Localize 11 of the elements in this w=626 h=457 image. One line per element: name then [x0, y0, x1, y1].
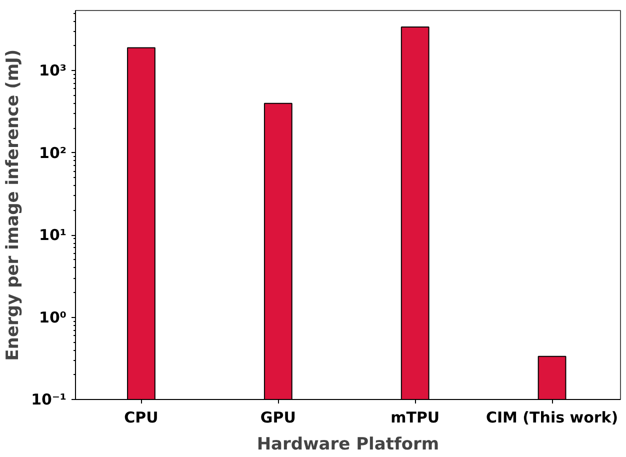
- y-tick-label: 10³: [39, 62, 67, 80]
- y-axis-title: Energy per image inference (mJ): [3, 49, 24, 361]
- x-axis-title: Hardware Platform: [256, 434, 440, 454]
- y-tick-label: 10²: [39, 144, 67, 162]
- x-tick-label: CIM (This work): [486, 408, 618, 426]
- y-tick-label: 10⁻¹: [31, 390, 67, 408]
- y-tick-label: 10⁰: [39, 308, 67, 326]
- x-tick-label: CPU: [124, 408, 158, 426]
- y-tick-label: 10¹: [39, 226, 67, 244]
- x-tick-label: mTPU: [390, 408, 440, 426]
- x-tick-label: GPU: [260, 408, 296, 426]
